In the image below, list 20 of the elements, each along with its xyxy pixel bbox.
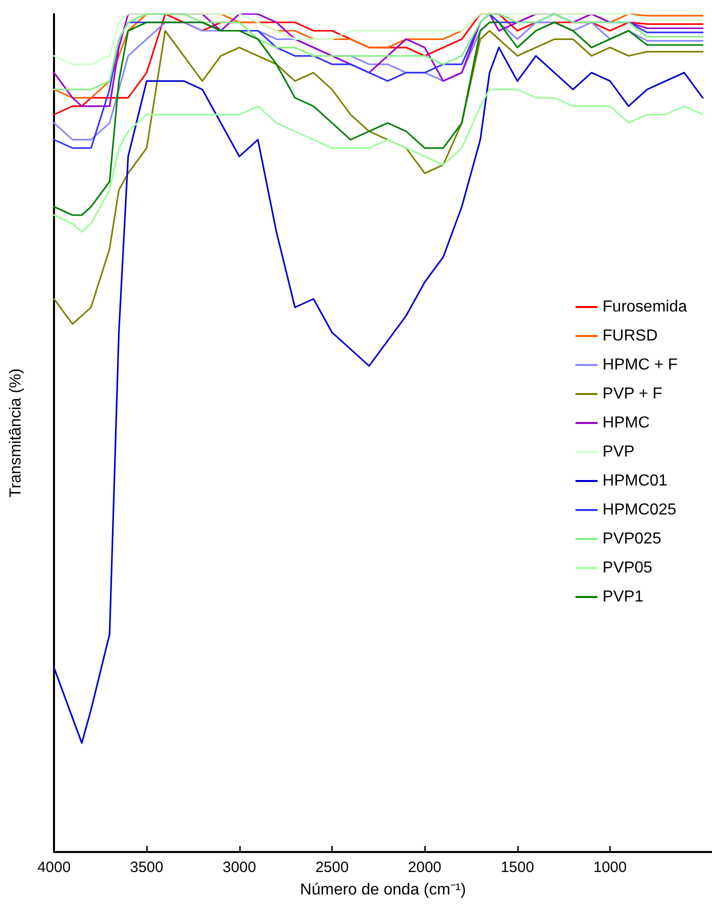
- legend-label: PVP1: [602, 588, 644, 606]
- x-tick-label: 1000: [593, 859, 627, 876]
- y-axis-title: Transmitância (%): [8, 368, 24, 498]
- x-tick-label: 2500: [315, 859, 349, 876]
- x-tick-label: 4000: [37, 859, 71, 876]
- x-tick-label: 2000: [408, 859, 442, 876]
- legend-label: PVP05: [602, 560, 652, 576]
- legend-label: FURSD: [602, 328, 658, 344]
- legend-label: HPMC + F: [602, 356, 678, 374]
- legend-label: HPMC025: [602, 502, 676, 518]
- x-axis-title: Número de onda (cm⁻¹): [300, 882, 466, 898]
- legend-label: HPMC: [602, 414, 650, 432]
- x-tick-label: 3500: [130, 859, 164, 876]
- x-tick-label: 3000: [222, 859, 256, 876]
- legend-label: HPMC01: [602, 472, 668, 490]
- legend-label: PVP: [602, 444, 635, 460]
- legend-label: PVP025: [602, 530, 662, 548]
- x-tick-label: 1500: [500, 859, 534, 876]
- legend-label: PVP + F: [602, 386, 662, 402]
- legend-label: Furosemida: [602, 298, 688, 316]
